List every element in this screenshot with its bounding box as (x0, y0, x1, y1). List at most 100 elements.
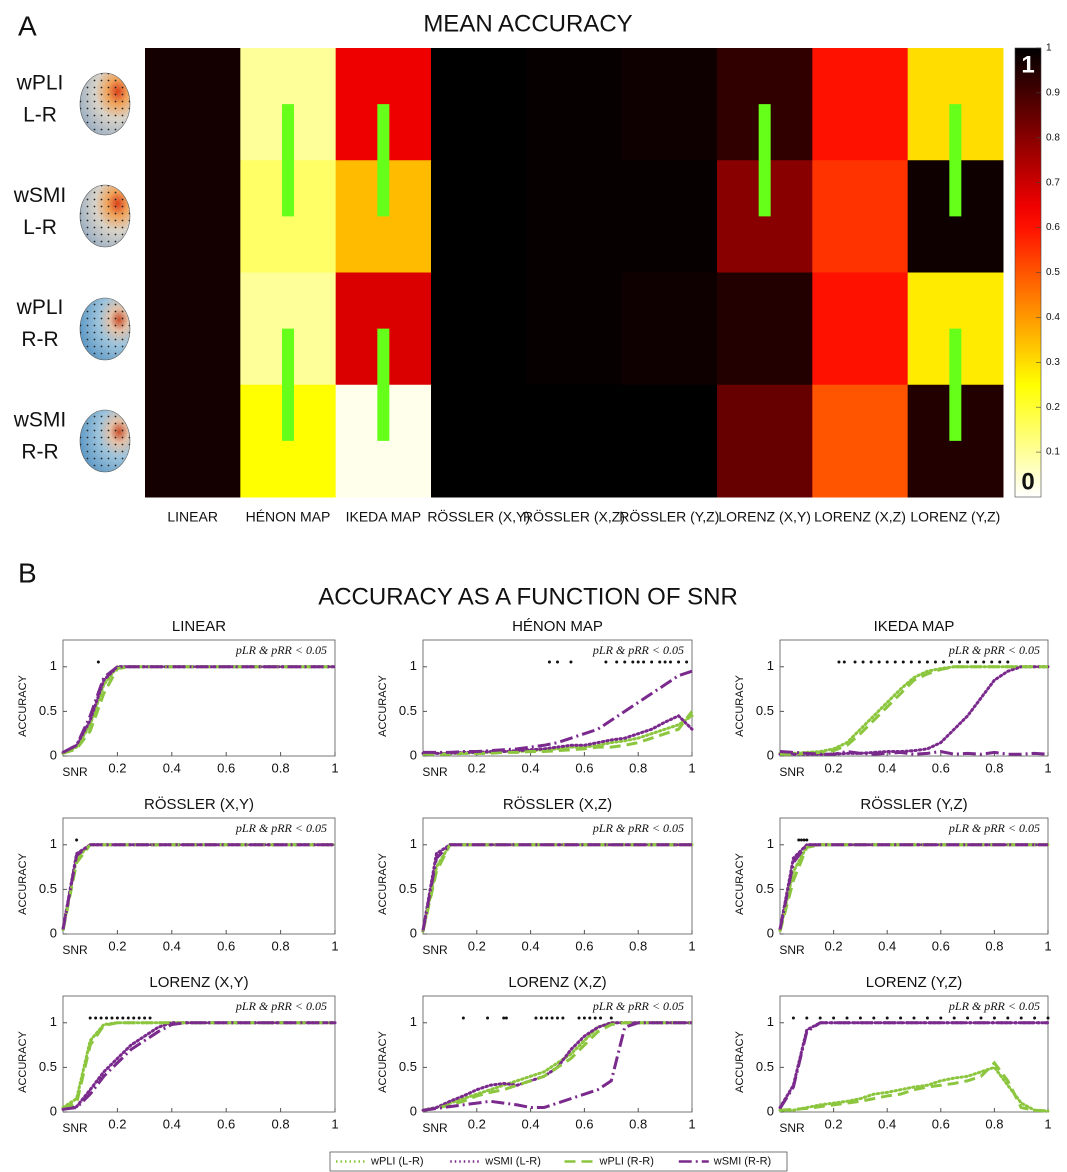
heatmap-cell (526, 272, 623, 386)
annotation: pLR & pRR < 0.05 (592, 999, 684, 1013)
significance-dot (802, 838, 806, 842)
x-tick-label: 1 (331, 938, 338, 953)
y-axis-label: ACCURACY (377, 852, 389, 914)
x-tick-label: 0.2 (108, 760, 126, 775)
x-axis-label: SNR (422, 1121, 448, 1135)
series-line (61, 843, 335, 930)
series-line (778, 1065, 1050, 1113)
significance-dot (650, 660, 654, 664)
x-tick-label: HÉNON MAP (246, 509, 331, 525)
significance-dot (556, 660, 559, 664)
x-tick-label: 0.8 (272, 938, 290, 953)
significance-dot (502, 1016, 506, 1020)
significance-dot (899, 1016, 903, 1020)
annotation: pLR & pRR < 0.05 (948, 999, 1040, 1013)
significance-dot (609, 1016, 613, 1020)
x-tick-label: LINEAR (167, 509, 218, 525)
significance-dot (599, 1016, 603, 1020)
x-tick-label: 1 (1044, 1116, 1051, 1131)
series-line (423, 710, 694, 756)
colorbar-max-label: 1 (1021, 51, 1034, 78)
heatmap-cell (145, 48, 241, 161)
y-tick-label: 0.5 (756, 1059, 774, 1074)
x-tick-label: 0.4 (522, 1116, 540, 1131)
x-tick-label: 0.6 (217, 760, 235, 775)
significance-dot (869, 660, 873, 664)
significance-dot (1006, 660, 1010, 664)
plot-frame (779, 639, 1049, 757)
series-line (780, 665, 1048, 756)
significance-dot (504, 1016, 508, 1020)
significance-dot (912, 1016, 916, 1020)
significance-dot (925, 660, 929, 664)
significance-bar (758, 104, 771, 217)
significance-dot (663, 660, 667, 664)
x-axis-label: SNR (779, 765, 805, 779)
heatmap-cell (431, 272, 527, 386)
heatmap-cell (145, 384, 241, 498)
electrodes (80, 185, 130, 247)
significance-dot (569, 660, 573, 664)
x-tick-label: 1 (688, 760, 695, 775)
electrodes (80, 298, 130, 360)
annotation: pLR & pRR < 0.05 (948, 643, 1040, 657)
heatmap-cell (145, 160, 241, 273)
x-tick-label: 0.6 (932, 938, 950, 953)
x-tick-label: 0.6 (217, 1116, 235, 1131)
x-tick-label: 0.4 (163, 760, 181, 775)
significance-dot (837, 660, 841, 664)
x-tick-label: LORENZ (X,Z) (814, 509, 906, 525)
significance-dot (604, 660, 608, 664)
plot-frame (779, 995, 1049, 1113)
significance-bar (377, 328, 390, 441)
x-tick-label: 0.8 (985, 1116, 1003, 1131)
row-label: wSMI (13, 184, 67, 207)
y-axis-label: ACCURACY (734, 1030, 746, 1092)
heatmap-cell (621, 48, 718, 161)
x-tick-label: 0.2 (468, 938, 486, 953)
significance-dot (550, 1016, 554, 1020)
heatmap-cell (812, 160, 909, 273)
y-axis-label: ACCURACY (17, 852, 29, 914)
heatmap-cell (621, 272, 718, 386)
row-label: L-R (23, 216, 57, 239)
y-tick-label: 1 (767, 658, 774, 673)
y-axis-label: ACCURACY (17, 674, 29, 736)
series-line (62, 665, 335, 754)
colorbar-tick-label: 0.4 (1046, 312, 1060, 323)
significance-dot (917, 660, 921, 664)
significance-dot (858, 1016, 862, 1020)
significance-dot (885, 1016, 889, 1020)
y-tick-label: 1 (50, 836, 57, 851)
plot-frame (779, 817, 1049, 935)
significance-dot (901, 660, 905, 664)
annotation: pLR & pRR < 0.05 (948, 821, 1040, 835)
significance-dot (818, 1016, 822, 1020)
y-tick-label: 1 (767, 1014, 774, 1029)
significance-dot (797, 838, 801, 842)
significance-dot (668, 660, 672, 664)
series-line (62, 1021, 335, 1111)
heatmap-cell (717, 384, 813, 498)
panel-title: LINEAR (172, 618, 226, 635)
y-tick-label: 0.5 (399, 1059, 417, 1074)
significance-dot (588, 1016, 592, 1020)
x-tick-label: 0.2 (825, 1116, 843, 1131)
x-tick-label: 0.8 (985, 938, 1003, 953)
x-tick-label: 0.4 (878, 938, 896, 953)
heatmap-cell (621, 384, 718, 498)
significance-dot (1019, 1016, 1023, 1020)
significance-dot (677, 660, 681, 664)
significance-dot (1046, 1016, 1050, 1020)
y-tick-label: 1 (767, 836, 774, 851)
colorbar-min-label: 0 (1021, 468, 1034, 495)
row-label: L-R (23, 104, 57, 127)
legend-label: wSMI (R-R) (713, 1155, 771, 1167)
annotation: pLR & pRR < 0.05 (592, 821, 684, 835)
series-line (778, 843, 1048, 930)
legend-box (329, 1151, 788, 1172)
y-tick-label: 0.5 (399, 703, 417, 718)
x-tick-label: 1 (688, 1116, 695, 1131)
x-tick-label: 0.6 (575, 1116, 593, 1131)
x-axis-label: SNR (779, 943, 805, 957)
